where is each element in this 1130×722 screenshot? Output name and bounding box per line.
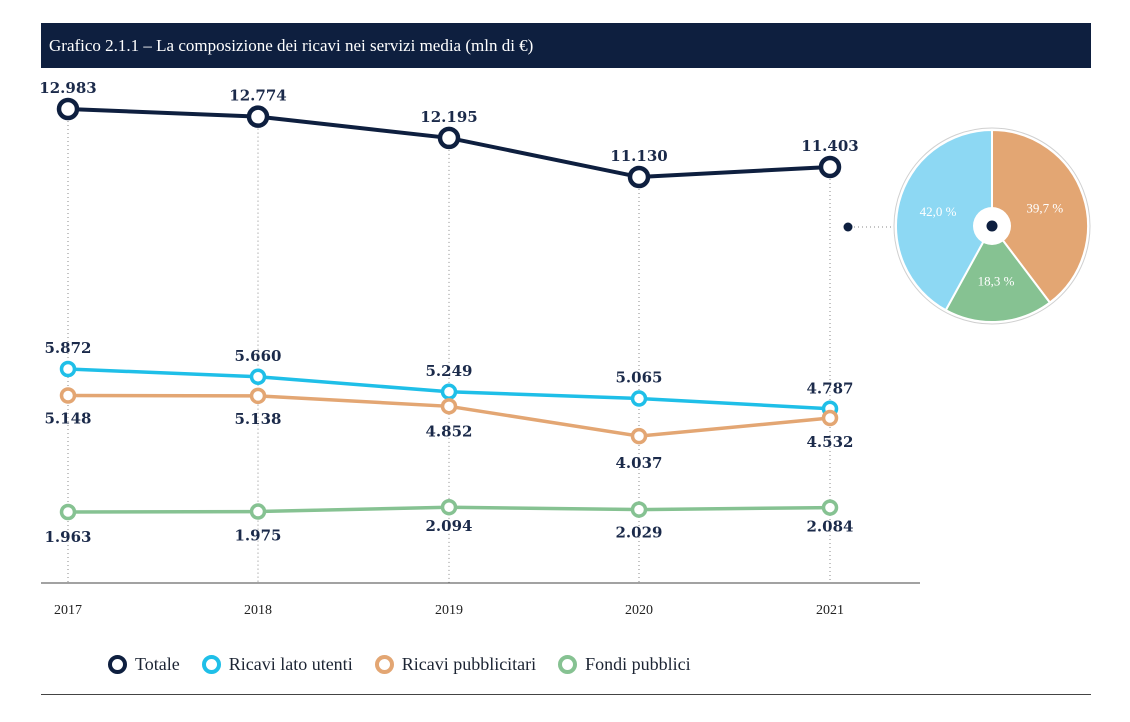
pie-label: 18,3 % (978, 274, 1015, 289)
data-point (627, 165, 651, 189)
data-label: 5.138 (235, 410, 282, 428)
data-label: 5.249 (426, 362, 473, 380)
bottom-rule (41, 694, 1091, 695)
data-point (440, 383, 458, 401)
data-point (56, 97, 80, 121)
data-point (440, 398, 458, 415)
legend-item-totale: Totale (108, 654, 180, 675)
data-point (821, 499, 839, 516)
data-label: 4.852 (426, 422, 473, 440)
data-point (249, 503, 267, 520)
legend-label: Ricavi pubblicitari (401, 653, 537, 674)
data-label: 1.963 (45, 528, 92, 546)
data-label: 4.037 (616, 454, 663, 472)
legend-marker (108, 654, 127, 674)
legend-item-ricavi-lato-utenti: Ricavi lato utenti (201, 653, 353, 675)
data-label: 2.084 (807, 518, 854, 536)
data-point (249, 368, 267, 386)
data-label: 2.029 (616, 524, 663, 542)
data-label: 5.065 (616, 369, 663, 387)
x-tick-label: 2018 (244, 603, 272, 618)
legend-item-ricavi-pubblicitari: Ricavi pubblicitari (374, 653, 537, 675)
legend-marker (201, 654, 221, 674)
data-label: 5.148 (45, 409, 92, 427)
x-tick-label: 2017 (54, 603, 82, 618)
data-point (630, 427, 648, 445)
pie-slice (895, 128, 993, 312)
legend-label: Totale (135, 653, 180, 674)
legend-marker (374, 654, 394, 674)
connector-dot (843, 222, 853, 232)
legend-label: Fondi pubblici (585, 653, 691, 674)
data-label: 11.403 (801, 137, 858, 155)
data-point (630, 390, 648, 407)
pie-center-dot (986, 220, 998, 232)
data-label: 2.094 (426, 517, 473, 535)
chart-title-bar: Grafico 2.1.1 – La composizione dei rica… (41, 23, 1091, 68)
legend-item-fondi-pubblici: Fondi pubblici (558, 654, 691, 675)
data-point (249, 387, 267, 405)
data-point (630, 501, 648, 518)
data-label: 12.774 (229, 87, 286, 105)
pie-slice (991, 128, 1089, 304)
data-point (59, 360, 77, 378)
data-label: 4.532 (807, 433, 854, 451)
data-label: 5.872 (45, 339, 92, 357)
data-point (59, 503, 77, 521)
data-label: 11.130 (610, 147, 667, 165)
legend-marker (558, 654, 578, 674)
pie-label: 39,7 % (1026, 200, 1063, 215)
data-label: 5.660 (235, 347, 282, 365)
data-label: 1.975 (235, 527, 282, 545)
x-tick-label: 2020 (625, 603, 653, 618)
data-label: 12.983 (39, 79, 96, 97)
pie-slice (944, 224, 1052, 323)
data-point (59, 387, 77, 404)
data-label: 4.787 (807, 380, 854, 398)
legend-label: Ricavi lato utenti (228, 653, 353, 674)
data-point (818, 155, 842, 179)
data-point (821, 409, 839, 427)
x-tick-label: 2019 (435, 603, 463, 618)
legend: Totale Ricavi lato utenti Ricavi pubblic… (108, 651, 691, 677)
data-label: 12.195 (420, 108, 477, 126)
data-point (246, 105, 270, 128)
x-tick-label: 2021 (816, 603, 844, 618)
data-point (437, 126, 461, 150)
chart-title: Grafico 2.1.1 – La composizione dei rica… (49, 35, 534, 55)
pie-label: 42,0 % (920, 204, 957, 219)
data-point (440, 498, 458, 516)
